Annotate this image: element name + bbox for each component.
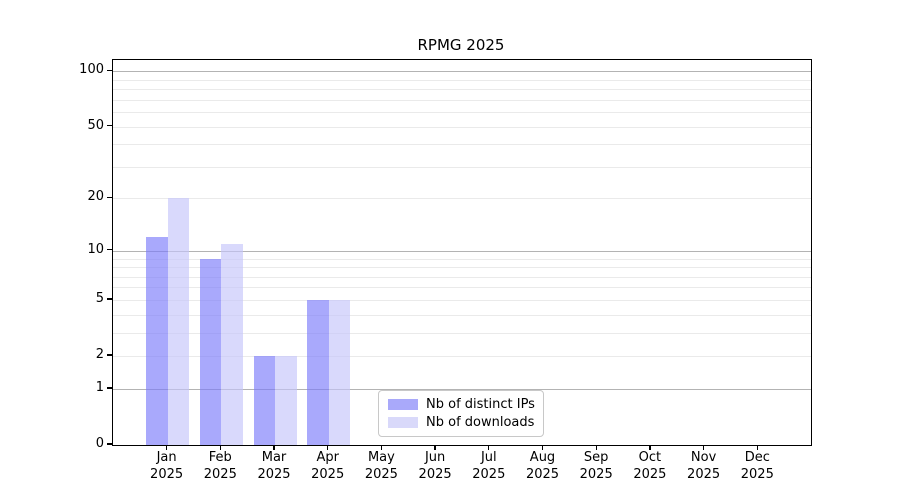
x-tick-mark — [541, 445, 544, 450]
gridline — [113, 71, 811, 73]
x-tick-label-jul: Jul 2025 — [472, 450, 506, 482]
x-tick-label-sep: Sep 2025 — [579, 450, 613, 482]
gridline — [113, 126, 811, 128]
legend-item-distinct-ips: Nb of distinct IPs — [388, 396, 535, 412]
y-tick-mark — [107, 124, 112, 127]
y-tick-mark — [107, 298, 112, 300]
x-tick-mark — [434, 445, 436, 450]
bar-feb-series0 — [199, 258, 222, 445]
x-tick-label-apr: Apr 2025 — [311, 450, 345, 482]
x-tick-mark — [595, 445, 597, 450]
y-tick-label: 5 — [95, 290, 104, 306]
gridline — [113, 287, 811, 289]
x-tick-label-jan: Jan 2025 — [150, 450, 184, 482]
x-tick-mark — [273, 445, 275, 450]
bar-jan-series0 — [146, 237, 168, 445]
legend-item-downloads: Nb of downloads — [388, 414, 535, 430]
x-tick-label-may: May 2025 — [364, 450, 398, 482]
y-tick-label: 10 — [87, 241, 104, 257]
gridline — [113, 356, 811, 357]
bar-mar-series0 — [253, 356, 275, 445]
bar-jan-series1 — [167, 198, 190, 445]
y-tick-label: 100 — [79, 62, 104, 78]
x-tick-label-nov: Nov 2025 — [687, 450, 721, 482]
legend-swatch-downloads — [388, 417, 418, 428]
x-tick-mark — [649, 445, 651, 450]
gridline — [113, 89, 811, 91]
x-tick-mark — [380, 445, 383, 450]
x-tick-mark — [219, 445, 221, 450]
y-tick-mark — [107, 69, 112, 71]
y-tick-label: 2 — [95, 347, 104, 362]
y-tick-label: 1 — [95, 379, 104, 395]
y-tick-label: 20 — [87, 189, 104, 205]
gridline — [113, 79, 811, 81]
legend: Nb of distinct IPs Nb of downloads — [378, 390, 544, 437]
gridline — [113, 314, 811, 316]
legend-label: Nb of downloads — [426, 414, 535, 430]
plot-area — [112, 59, 812, 446]
legend-label: Nb of distinct IPs — [426, 396, 535, 412]
gridline — [113, 99, 811, 101]
x-tick-label-oct: Oct 2025 — [633, 450, 667, 482]
x-tick-label-aug: Aug 2025 — [525, 450, 560, 482]
bar-mar-series1 — [275, 356, 297, 445]
y-tick-label: 0 — [95, 436, 104, 451]
x-tick-mark — [756, 445, 758, 450]
x-tick-mark — [702, 445, 705, 450]
gridline — [113, 276, 811, 278]
bar-apr-series1 — [328, 299, 351, 445]
x-tick-label-mar: Mar 2025 — [257, 450, 291, 482]
bar-feb-series1 — [221, 243, 243, 445]
gridline — [113, 112, 811, 114]
x-tick-label-jun: Jun 2025 — [418, 450, 452, 482]
gridline — [113, 166, 811, 168]
gridline — [113, 299, 811, 301]
legend-swatch-distinct-ips — [388, 399, 418, 410]
bar-apr-series0 — [307, 299, 329, 445]
x-tick-mark — [327, 445, 329, 450]
x-tick-label-dec: Dec 2025 — [740, 450, 774, 482]
y-tick-label: 50 — [87, 117, 104, 133]
x-tick-mark — [488, 445, 490, 450]
gridline — [113, 388, 811, 390]
y-tick-mark — [107, 354, 112, 356]
gridline — [113, 258, 811, 260]
gridline — [113, 198, 811, 200]
y-tick-mark — [107, 443, 112, 445]
gridline — [113, 332, 811, 334]
y-tick-mark — [107, 387, 112, 389]
chart-title: RPMG 2025 — [417, 36, 505, 54]
y-tick-mark — [107, 196, 112, 199]
gridline — [113, 250, 811, 252]
y-tick-mark — [107, 249, 112, 251]
gridline — [113, 267, 811, 268]
gridline — [113, 144, 811, 146]
x-tick-label-feb: Feb 2025 — [203, 450, 237, 482]
x-tick-mark — [165, 445, 168, 450]
